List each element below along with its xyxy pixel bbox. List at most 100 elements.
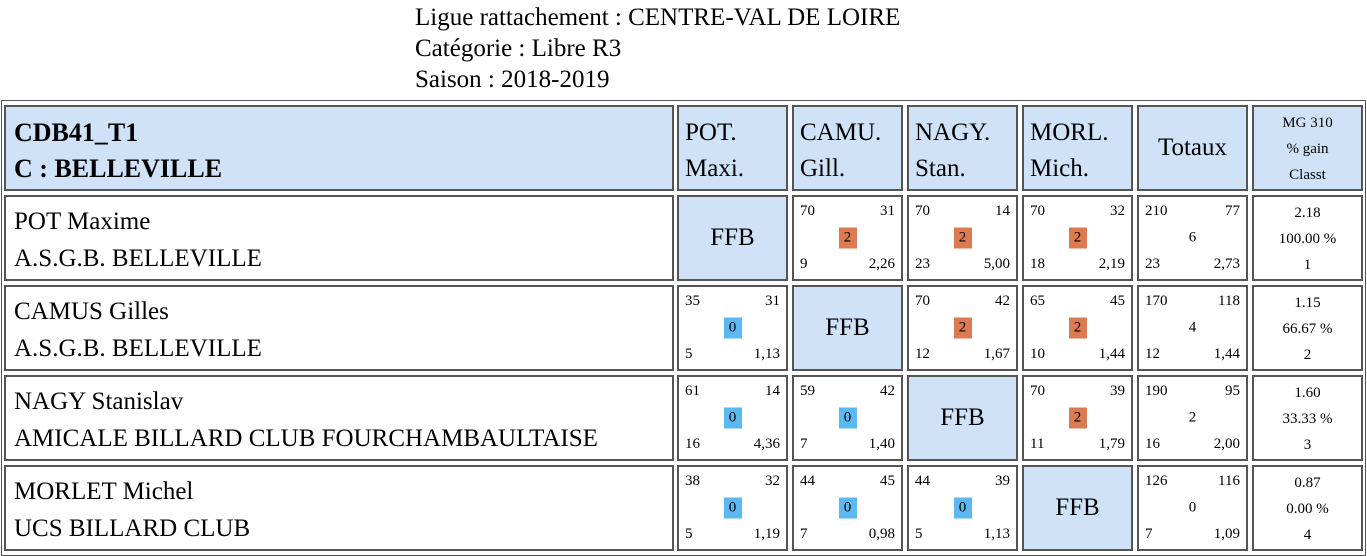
opponent-points: 14 <box>995 203 1010 219</box>
total-match-points: 0 <box>1188 499 1197 516</box>
match-average: 2,26 <box>868 256 895 272</box>
total-innings: 12 <box>1145 346 1160 362</box>
match-cell: 44 39 0 5 1,13 <box>907 465 1018 551</box>
player-club: AMICALE BILLARD CLUB FOURCHAMBAULTAISE <box>14 425 598 452</box>
innings-count: 12 <box>915 346 930 362</box>
innings-count: 7 <box>800 436 808 452</box>
match-cell: 70 42 2 12 1,67 <box>907 285 1018 371</box>
win-badge: 2 <box>953 317 972 339</box>
player-club: UCS BILLARD CLUB <box>14 515 251 542</box>
general-average: 1.15 <box>1294 295 1321 311</box>
total-opponent-points: 95 <box>1225 383 1240 399</box>
player-club: A.S.G.B. BELLEVILLE <box>14 245 262 272</box>
innings-count: 11 <box>1030 436 1045 452</box>
match-cell: 70 14 2 23 5,00 <box>907 195 1018 281</box>
stats-cell: 1.15 66.67 % 2 <box>1252 285 1363 371</box>
player-cell: POT Maxime A.S.G.B. BELLEVILLE <box>4 195 674 281</box>
general-average: 1.60 <box>1294 385 1321 401</box>
stats-cell: 1.60 33.33 % 3 <box>1252 375 1363 461</box>
match-cell: 70 39 2 11 1,79 <box>1022 375 1133 461</box>
gain-label: % gain <box>1286 141 1329 157</box>
points-scored: 70 <box>1030 203 1045 219</box>
column-header-stats: MG 310 % gain Classt <box>1252 105 1363 191</box>
total-match-points: 4 <box>1188 319 1197 336</box>
innings-count: 5 <box>685 346 693 362</box>
gain-percent: 100.00 % <box>1278 231 1337 247</box>
table-title-club: C : BELLEVILLE <box>14 154 223 183</box>
total-opponent-points: 118 <box>1218 293 1240 309</box>
totals-cell: 170 118 4 12 1,44 <box>1137 285 1248 371</box>
general-average: 0.87 <box>1294 475 1321 491</box>
loss-badge: 0 <box>723 497 742 519</box>
total-opponent-points: 77 <box>1225 203 1240 219</box>
opponent-points: 14 <box>765 383 780 399</box>
match-cell: 61 14 0 16 4,36 <box>677 375 788 461</box>
innings-count: 9 <box>800 256 808 272</box>
ffb-label: FFB <box>1055 494 1100 521</box>
innings-count: 5 <box>915 526 923 542</box>
loss-badge: 0 <box>953 497 972 519</box>
total-average: 2,00 <box>1213 436 1240 452</box>
opponent-points: 42 <box>995 293 1010 309</box>
innings-count: 18 <box>1030 256 1045 272</box>
match-average: 1,19 <box>753 526 780 542</box>
page-header: Ligue rattachement : CENTRE-VAL DE LOIRE… <box>415 2 900 95</box>
match-average: 1,79 <box>1098 436 1125 452</box>
self-match-cell: FFB <box>792 285 903 371</box>
player-cell: NAGY Stanislav AMICALE BILLARD CLUB FOURC… <box>4 375 674 461</box>
opponent-points: 32 <box>1110 203 1125 219</box>
match-cell: 70 32 2 18 2,19 <box>1022 195 1133 281</box>
innings-count: 5 <box>685 526 693 542</box>
table-title: CDB41_T1 C : BELLEVILLE <box>4 105 674 191</box>
column-header-line: Maxi. <box>685 155 745 182</box>
points-scored: 65 <box>1030 293 1045 309</box>
column-header-totals: Totaux <box>1137 105 1248 191</box>
column-header-line: Mich. <box>1030 155 1090 182</box>
column-header-line: CAMU. <box>800 119 882 146</box>
rank-label: Classt <box>1289 167 1326 183</box>
points-scored: 38 <box>685 473 700 489</box>
innings-count: 23 <box>915 256 930 272</box>
total-innings: 7 <box>1145 526 1153 542</box>
gain-percent: 0.00 % <box>1286 501 1329 517</box>
player-cell: MORLET Michel UCS BILLARD CLUB <box>4 465 674 551</box>
match-average: 2,19 <box>1098 256 1125 272</box>
player-club: A.S.G.B. BELLEVILLE <box>14 335 262 362</box>
total-points: 126 <box>1145 473 1168 489</box>
ranking: 4 <box>1303 527 1312 543</box>
win-badge: 2 <box>1068 407 1087 429</box>
match-cell: 70 31 2 9 2,26 <box>792 195 903 281</box>
points-scored: 70 <box>915 203 930 219</box>
match-cell: 38 32 0 5 1,19 <box>677 465 788 551</box>
loss-badge: 0 <box>838 407 857 429</box>
column-header-morl: MORL. Mich. <box>1022 105 1133 191</box>
results-table: CDB41_T1 C : BELLEVILLE POT. Maxi. CAMU.… <box>1 100 1366 556</box>
total-points: 210 <box>1145 203 1168 219</box>
column-header-line: NAGY. <box>915 119 991 146</box>
opponent-points: 39 <box>1110 383 1125 399</box>
opponent-points: 31 <box>880 203 895 219</box>
match-average: 1,40 <box>868 436 895 452</box>
stats-cell: 0.87 0.00 % 4 <box>1252 465 1363 551</box>
opponent-points: 31 <box>765 293 780 309</box>
ffb-label: FFB <box>710 224 755 251</box>
league-line: Ligue rattachement : CENTRE-VAL DE LOIRE <box>415 4 901 31</box>
loss-badge: 0 <box>723 407 742 429</box>
total-innings: 23 <box>1145 256 1160 272</box>
total-average: 1,09 <box>1213 526 1240 542</box>
player-name: MORLET Michel <box>14 478 194 505</box>
player-cell: CAMUS Gilles A.S.G.B. BELLEVILLE <box>4 285 674 371</box>
ffb-label: FFB <box>825 314 870 341</box>
column-header-pot: POT. Maxi. <box>677 105 788 191</box>
opponent-points: 45 <box>880 473 895 489</box>
opponent-points: 39 <box>995 473 1010 489</box>
totals-label: Totaux <box>1157 134 1228 161</box>
gain-percent: 66.67 % <box>1282 321 1333 337</box>
opponent-points: 42 <box>880 383 895 399</box>
table-title-code: CDB41_T1 <box>14 118 139 147</box>
match-average: 0,98 <box>868 526 895 542</box>
points-scored: 70 <box>915 293 930 309</box>
self-match-cell: FFB <box>1022 465 1133 551</box>
win-badge: 2 <box>953 227 972 249</box>
match-average: 1,13 <box>983 526 1010 542</box>
